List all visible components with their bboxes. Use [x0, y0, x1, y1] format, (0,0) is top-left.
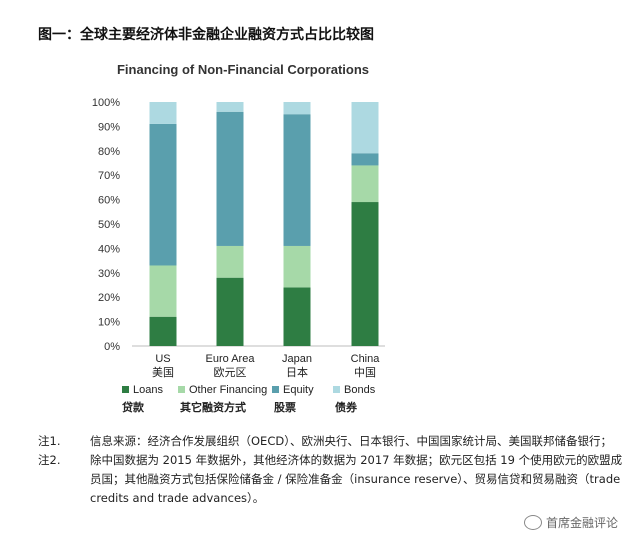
y-tick-label: 0%: [104, 341, 120, 353]
legend-swatch: [122, 386, 129, 393]
y-tick-label: 30%: [98, 268, 120, 280]
notes: 注1. 信息来源：经济合作发展组织（OECD）、欧洲央行、日本银行、中国国家统计…: [38, 432, 628, 508]
note-1: 注1. 信息来源：经济合作发展组织（OECD）、欧洲央行、日本银行、中国国家统计…: [38, 432, 628, 451]
stacked-bar-chart: Financing of Non-Financial Corporations …: [92, 62, 385, 414]
legend-label-zh: 债券: [335, 400, 358, 414]
y-tick-label: 100%: [92, 97, 120, 109]
watermark-text: 首席金融评论: [545, 516, 618, 530]
x-tick-label: Japan: [282, 353, 312, 365]
bar-segment: [216, 111, 244, 246]
note-2-text: 除中国数据为 2015 年数据外，其他经济体的数据为 2017 年数据；欧元区包…: [90, 453, 623, 505]
bar-segment: [351, 102, 379, 154]
legend-swatch: [178, 386, 185, 393]
note-2-tag: 注2.: [38, 453, 61, 467]
legend: Loans 贷款 Other Financing 其它融资方式 Equity 股票 Bond…: [122, 384, 376, 414]
bar-segment: [351, 202, 379, 346]
note-2: 注2. 除中国数据为 2015 年数据外，其他经济体的数据为 2017 年数据；…: [38, 451, 628, 508]
legend-label-zh: 股票: [274, 401, 296, 414]
bar-segment: [216, 102, 244, 112]
x-tick-label-zh: 日本: [286, 365, 308, 379]
y-tick-label: 90%: [98, 121, 120, 133]
x-tick-label-zh: 美国: [152, 366, 174, 379]
legend-label: Equity: [283, 384, 314, 396]
bars: [149, 102, 379, 346]
legend-label-zh: 其它融资方式: [180, 400, 246, 414]
y-tick-label: 80%: [98, 146, 120, 158]
bar-segment: [149, 316, 177, 346]
legend-label: Bonds: [344, 384, 376, 396]
watermark: 首席金融评论: [523, 514, 618, 531]
bar-segment: [351, 165, 379, 203]
x-tick-label-zh: 中国: [354, 366, 376, 379]
legend-swatch: [333, 386, 340, 393]
legend-label: Loans: [133, 384, 163, 396]
y-tick-label: 60%: [98, 195, 120, 207]
y-tick-label: 20%: [98, 292, 120, 304]
bar-segment: [283, 114, 311, 246]
y-tick-label: 70%: [98, 170, 120, 182]
note-1-tag: 注1.: [38, 434, 61, 448]
bar-segment: [351, 153, 379, 166]
bar-segment: [283, 287, 311, 346]
y-tick-label: 50%: [98, 219, 120, 231]
legend-label-zh: 贷款: [122, 400, 145, 414]
x-tick-label-zh: 欧元区: [214, 366, 247, 379]
bar-segment: [216, 245, 244, 278]
bar-segment: [283, 245, 311, 288]
bar-segment: [149, 102, 177, 124]
note-1-text: 信息来源：经济合作发展组织（OECD）、欧洲央行、日本银行、中国国家统计局、美国…: [90, 434, 612, 448]
legend-swatch: [272, 386, 279, 393]
bar-segment: [149, 265, 177, 317]
legend-label: Other Financing: [189, 384, 267, 396]
figure-title: 图一：全球主要经济体非金融企业融资方式占比比较图: [38, 27, 374, 43]
y-tick-label: 40%: [98, 243, 120, 255]
bar-segment: [283, 102, 311, 115]
bar-segment: [149, 123, 177, 266]
x-tick-label: China: [351, 353, 381, 365]
y-tick-label: 10%: [98, 317, 120, 329]
x-tick-label: Euro Area: [206, 353, 256, 365]
wechat-icon: [523, 515, 542, 530]
x-tick-label: US: [155, 353, 170, 365]
bar-segment: [216, 277, 244, 346]
chart-title: Financing of Non-Financial Corporations: [117, 62, 369, 77]
